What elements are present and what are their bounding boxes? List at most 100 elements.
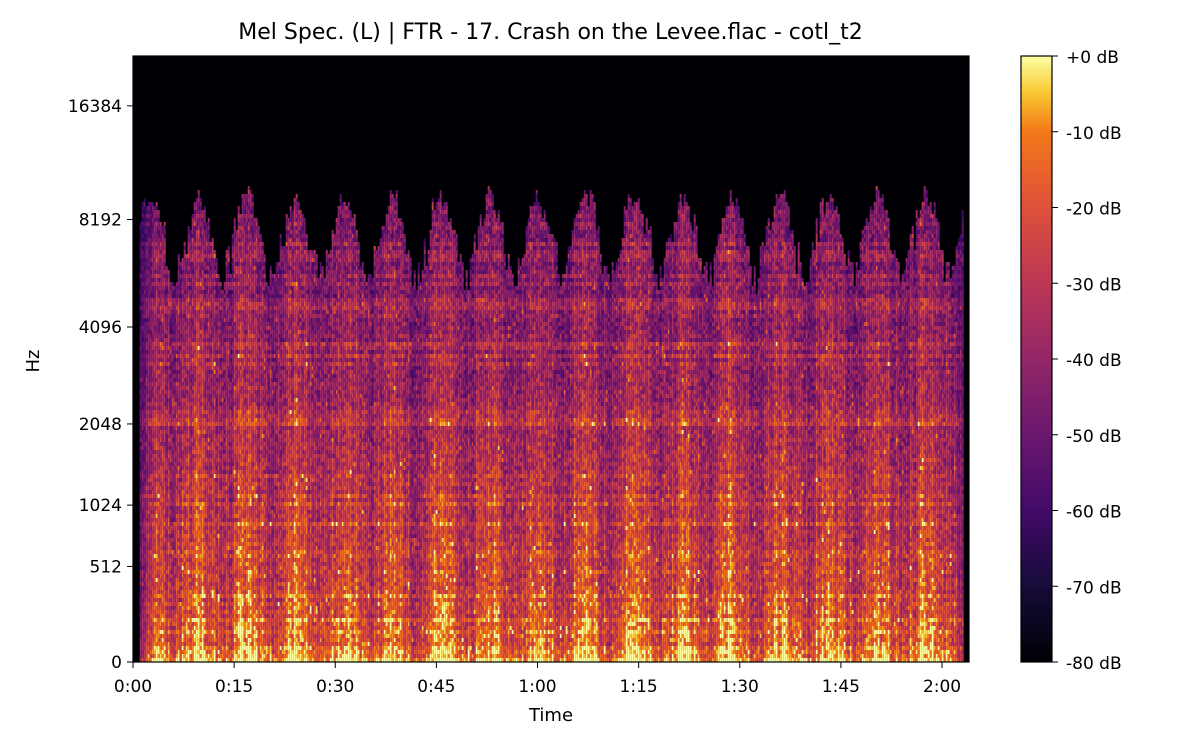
spectrogram-cell xyxy=(150,630,152,634)
spectrogram-cell xyxy=(168,414,170,418)
spectrogram-cell xyxy=(164,434,166,438)
spectrogram-cell xyxy=(156,490,158,494)
spectrogram-cell xyxy=(156,286,158,290)
spectrogram-cell xyxy=(152,554,154,558)
spectrogram-cell xyxy=(164,330,166,334)
spectrogram-cell xyxy=(166,506,168,510)
spectrogram-cell xyxy=(162,358,164,362)
spectrogram-cell xyxy=(148,502,150,506)
spectrogram-cell xyxy=(164,354,166,358)
spectrogram-cell xyxy=(154,334,156,338)
spectrogram-cell xyxy=(148,374,150,378)
spectrogram-cell xyxy=(144,510,146,514)
spectrogram-cell xyxy=(148,470,150,474)
spectrogram-cell xyxy=(156,574,158,578)
spectrogram-cell xyxy=(142,526,144,530)
spectrogram-cell xyxy=(162,514,164,518)
spectrogram-cell xyxy=(162,246,164,250)
spectrogram-cell xyxy=(156,326,158,330)
spectrogram-cell xyxy=(146,258,148,262)
spectrogram-cell xyxy=(148,478,150,482)
spectrogram-cell xyxy=(142,598,144,602)
spectrogram-cell xyxy=(140,462,142,466)
spectrogram-cell xyxy=(150,294,152,298)
spectrogram-cell xyxy=(152,646,154,650)
spectrogram-cell xyxy=(158,546,160,550)
spectrogram-cell xyxy=(142,410,144,414)
spectrogram-cell xyxy=(150,210,152,214)
spectrogram-cell xyxy=(154,390,156,394)
spectrogram-cell xyxy=(150,298,152,302)
spectrogram-cell xyxy=(152,438,154,442)
spectrogram-cell xyxy=(142,258,144,262)
spectrogram-cell xyxy=(144,558,146,562)
spectrogram-cell xyxy=(144,490,146,494)
spectrogram-cell xyxy=(166,326,168,330)
spectrogram-cell xyxy=(146,310,148,314)
spectrogram-cell xyxy=(166,538,168,542)
spectrogram-cell xyxy=(146,414,148,418)
spectrogram-cell xyxy=(142,590,144,594)
spectrogram-cell xyxy=(140,386,142,390)
spectrogram-cell xyxy=(160,594,162,598)
spectrogram-cell xyxy=(154,510,156,514)
spectrogram-cell xyxy=(162,526,164,530)
spectrogram-cell xyxy=(154,622,156,626)
spectrogram-cell xyxy=(146,302,148,306)
spectrogram-cell xyxy=(152,622,154,626)
spectrogram-cell xyxy=(166,490,168,494)
spectrogram-cell xyxy=(168,442,170,446)
spectrogram-cell xyxy=(156,238,158,242)
spectrogram-cell xyxy=(140,630,142,634)
spectrogram-cell xyxy=(146,418,148,422)
spectrogram-cell xyxy=(144,218,146,222)
spectrogram-cell xyxy=(152,298,154,302)
spectrogram-cell xyxy=(146,354,148,358)
spectrogram-cell xyxy=(164,410,166,414)
spectrogram-cell xyxy=(144,286,146,290)
spectrogram-cell xyxy=(152,570,154,574)
spectrogram-cell xyxy=(154,282,156,286)
spectrogram-cell xyxy=(164,594,166,598)
spectrogram-cell xyxy=(144,326,146,330)
spectrogram-cell xyxy=(148,430,150,434)
spectrogram-cell xyxy=(152,238,154,242)
spectrogram-cell xyxy=(160,646,162,650)
spectrogram-cell xyxy=(152,458,154,462)
spectrogram-cell xyxy=(144,598,146,602)
spectrogram-cell xyxy=(148,498,150,502)
spectrogram-cell xyxy=(144,210,146,214)
spectrogram-cell xyxy=(166,526,168,530)
spectrogram-cell xyxy=(146,582,148,586)
spectrogram-cell xyxy=(160,586,162,590)
spectrogram-cell xyxy=(148,634,150,638)
spectrogram-cell xyxy=(154,498,156,502)
spectrogram-cell xyxy=(160,470,162,474)
spectrogram-cell xyxy=(154,446,156,450)
spectrogram-cell xyxy=(154,222,156,226)
spectrogram-cell xyxy=(152,302,154,306)
spectrogram-cell xyxy=(156,310,158,314)
spectrogram-cell xyxy=(166,298,168,302)
spectrogram-cell xyxy=(140,330,142,334)
spectrogram-cell xyxy=(160,598,162,602)
spectrogram-cell xyxy=(140,542,142,546)
spectrogram-cell xyxy=(154,310,156,314)
spectrogram-cell xyxy=(142,226,144,230)
spectrogram-cell xyxy=(162,226,164,230)
spectrogram-cell xyxy=(162,578,164,582)
spectrogram-cell xyxy=(144,526,146,530)
spectrogram-cell xyxy=(152,314,154,318)
spectrogram-cell xyxy=(148,654,150,658)
spectrogram-cell xyxy=(152,514,154,518)
spectrogram-cell xyxy=(156,298,158,302)
spectrogram-cell xyxy=(154,494,156,498)
spectrogram-cell xyxy=(144,454,146,458)
spectrogram-cell xyxy=(168,578,170,582)
spectrogram-cell xyxy=(156,270,158,274)
spectrogram-cell xyxy=(140,382,142,386)
spectrogram-cell xyxy=(158,402,160,406)
spectrogram-cell xyxy=(166,498,168,502)
spectrogram-cell xyxy=(150,626,152,630)
spectrogram-cell xyxy=(158,210,160,214)
